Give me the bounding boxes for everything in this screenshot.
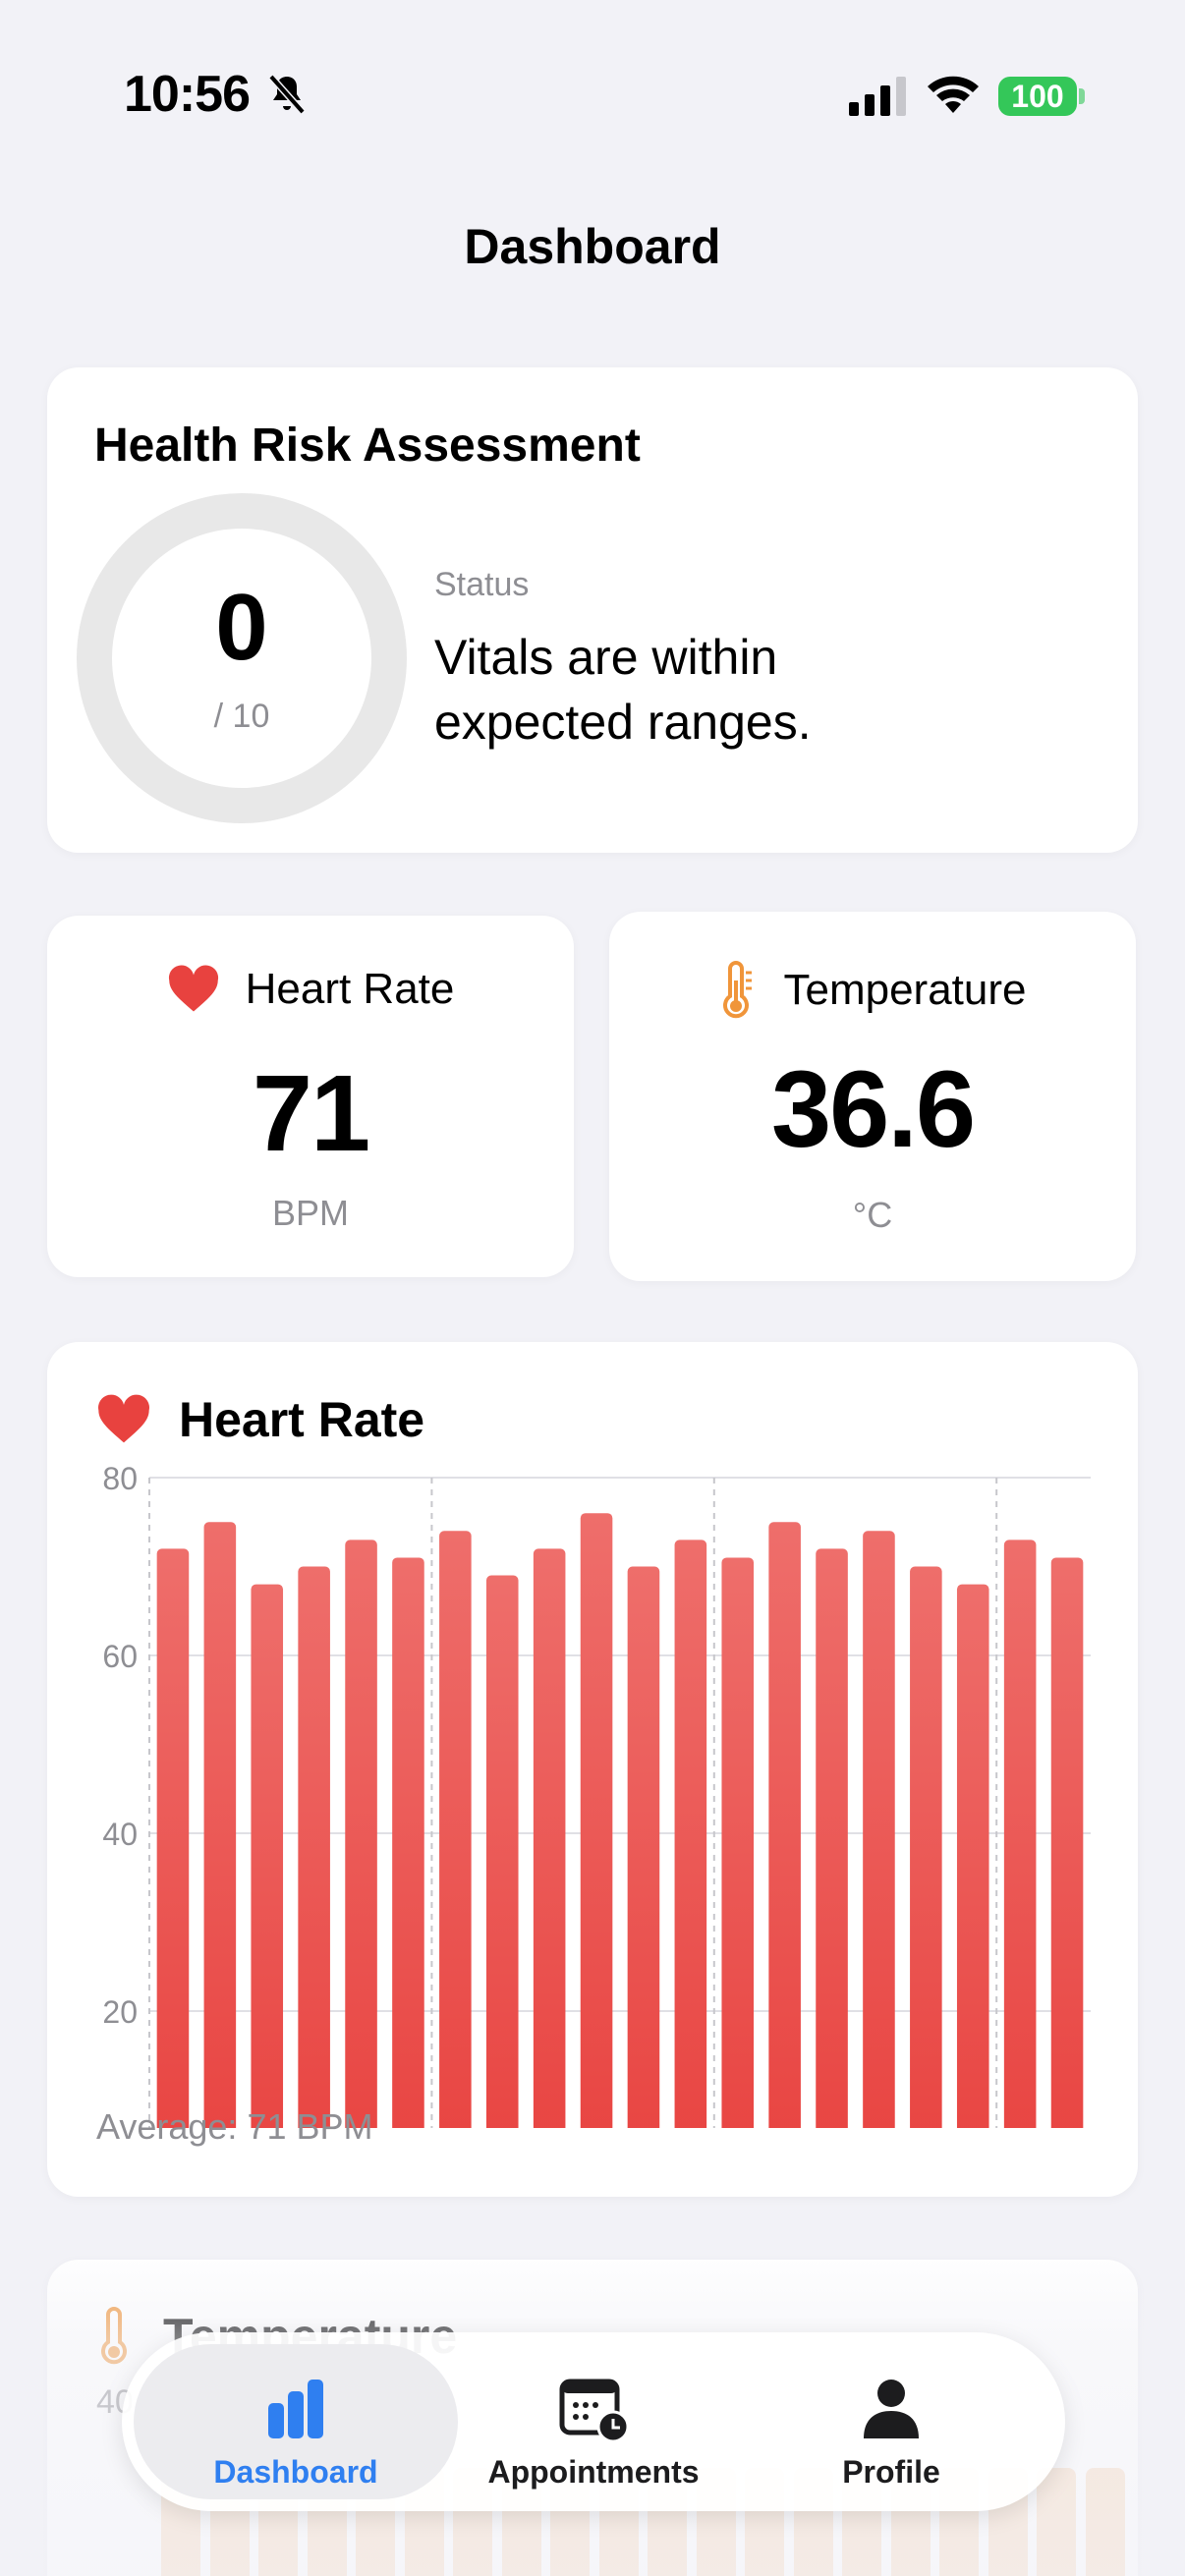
bell-slash-icon — [268, 74, 306, 115]
page-title: Dashboard — [464, 219, 721, 274]
heart-rate-bar — [863, 1531, 895, 2128]
heart-rate-bar — [956, 1584, 989, 2128]
chart-bar-icon — [268, 2380, 323, 2438]
heart-rate-bar — [533, 1548, 566, 2128]
heart-rate-bar — [816, 1548, 848, 2128]
heart-rate-chart-header: Heart Rate — [96, 1391, 424, 1448]
battery-indicator: 100 — [998, 77, 1077, 116]
cellular-signal-icon — [849, 77, 906, 116]
status-label: Status — [434, 566, 530, 603]
thermometer-icon — [101, 2307, 127, 2365]
heart-rate-bar — [721, 1557, 755, 2128]
person-icon — [864, 2380, 919, 2438]
heart-rate-bar — [203, 1522, 237, 2128]
tab-profile[interactable]: Profile — [729, 2342, 1053, 2501]
heart-rate-average: Average: 71 BPM — [96, 2106, 373, 2147]
heart-rate-value: 71 — [252, 1053, 370, 1174]
risk-score-max: / 10 — [213, 698, 270, 735]
thermometer-icon — [723, 961, 753, 1019]
temperature-card-header: Temperature — [609, 961, 1136, 1020]
heart-rate-bar — [392, 1557, 424, 2128]
status-text: Vitals are within expected ranges. — [434, 630, 812, 750]
heart-icon — [98, 1394, 149, 1443]
tab-dashboard-label: Dashboard — [213, 2454, 378, 2490]
heart-rate-bar — [345, 1540, 377, 2128]
battery-cap — [1079, 88, 1085, 104]
wifi-icon — [928, 76, 979, 113]
heart-rate-chart-card[interactable]: Heart Rate 020406080Jan 24 at 2 PMJan 24… — [47, 1342, 1138, 2197]
y-tick-label: 60 — [102, 1639, 138, 1674]
status-time: 10:56 — [124, 66, 251, 123]
heart-rate-bar — [1003, 1540, 1037, 2128]
heart-rate-bar-chart: 020406080Jan 24 at 2 PMJan 24 at 8 PMJan… — [102, 1461, 1091, 2128]
y-tick-label: 80 — [102, 1461, 138, 1496]
heart-rate-bar — [298, 1566, 330, 2128]
heart-rate-bar — [768, 1522, 801, 2128]
y-tick-label: 40 — [102, 1817, 138, 1852]
heart-rate-bar — [251, 1584, 284, 2128]
tab-profile-label: Profile — [842, 2454, 940, 2490]
heart-rate-card-label: Heart Rate — [245, 965, 455, 1013]
y-tick-label: 20 — [102, 1994, 138, 2030]
heart-rate-card-header: Heart Rate — [47, 965, 574, 1014]
calendar-clock-icon — [559, 2379, 630, 2442]
risk-card-title: Health Risk Assessment — [94, 420, 641, 472]
risk-score-value: 0 — [215, 575, 268, 680]
tab-appointments[interactable]: Appointments — [431, 2342, 756, 2501]
temperature-card-label: Temperature — [783, 966, 1027, 1014]
heart-rate-bar — [1050, 1557, 1084, 2128]
heart-rate-bar — [910, 1566, 942, 2128]
heart-rate-bar — [674, 1540, 707, 2128]
temperature-card[interactable]: Temperature 36.6 °C — [609, 912, 1136, 1281]
temperature-value: 36.6 — [770, 1049, 976, 1170]
temperature-unit: °C — [852, 1195, 893, 1235]
tab-bar: Dashboard Appointments Profile — [122, 2332, 1065, 2511]
heart-icon — [168, 965, 218, 1012]
heart-rate-unit: BPM — [271, 1193, 349, 1233]
heart-rate-bar — [439, 1531, 472, 2128]
temperature-bar — [1085, 2468, 1125, 2576]
heart-rate-bar — [580, 1513, 613, 2128]
heart-rate-card[interactable]: Heart Rate 71 BPM — [47, 916, 574, 1277]
tab-dashboard[interactable]: Dashboard — [134, 2342, 458, 2501]
health-risk-card[interactable]: Health Risk Assessment 0 / 10 Status Vit… — [47, 367, 1138, 853]
heart-rate-bar — [156, 1548, 190, 2128]
heart-rate-chart-title: Heart Rate — [179, 1392, 425, 1447]
heart-rate-bar — [627, 1566, 660, 2128]
heart-rate-bar — [485, 1575, 519, 2128]
tab-appointments-label: Appointments — [487, 2454, 700, 2490]
